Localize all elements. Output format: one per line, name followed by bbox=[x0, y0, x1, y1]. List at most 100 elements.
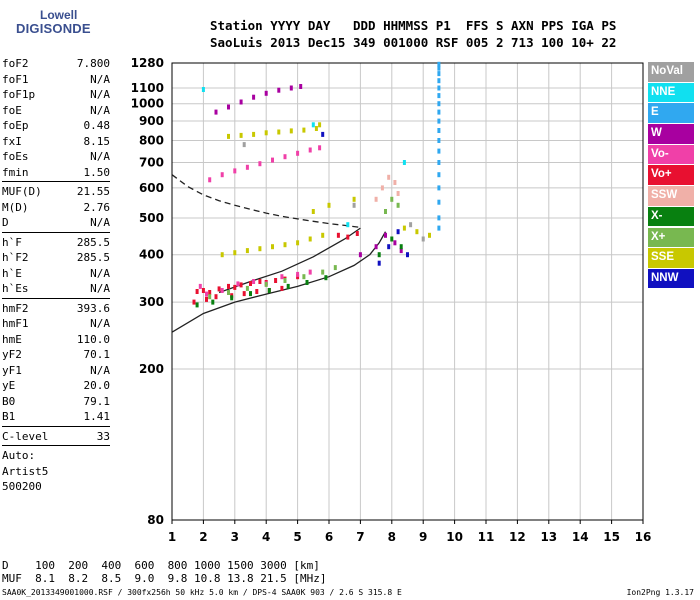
data-point bbox=[252, 94, 256, 100]
data-point bbox=[374, 244, 378, 250]
data-point bbox=[245, 285, 249, 291]
data-point bbox=[283, 242, 287, 248]
param-row: hmF1 N/A bbox=[2, 316, 110, 332]
param-row: yE 20.0 bbox=[2, 378, 110, 394]
param-value: 7.800 bbox=[76, 57, 110, 70]
data-point bbox=[421, 236, 425, 242]
data-point bbox=[205, 291, 208, 297]
data-point bbox=[283, 154, 287, 160]
muf-table: D 100 200 400 600 800 1000 1500 3000 [km… bbox=[2, 559, 327, 585]
y-tick-label: 1280 bbox=[131, 56, 164, 70]
param-row: foF1 N/A bbox=[2, 72, 110, 88]
data-point bbox=[437, 172, 441, 178]
y-tick-label: 600 bbox=[139, 181, 164, 195]
param-value: 285.5 bbox=[76, 251, 110, 264]
y-tick-label: 500 bbox=[139, 211, 164, 225]
data-point bbox=[252, 131, 256, 137]
x-tick-label: 1 bbox=[168, 530, 176, 544]
y-tick-label: 900 bbox=[139, 114, 164, 128]
x-tick-label: 3 bbox=[231, 530, 239, 544]
data-point bbox=[283, 278, 287, 283]
param-row: B1 1.41 bbox=[2, 409, 110, 425]
x-tick-label: 16 bbox=[635, 530, 652, 544]
y-tick-label: 1000 bbox=[131, 97, 164, 111]
data-point bbox=[384, 209, 387, 214]
legend-item-w: W bbox=[648, 124, 694, 144]
data-point bbox=[302, 127, 306, 133]
data-point bbox=[214, 294, 218, 300]
param-label: h`F2 bbox=[2, 251, 29, 264]
data-point bbox=[318, 122, 322, 128]
data-point bbox=[220, 252, 224, 258]
y-tick-label: 800 bbox=[139, 133, 164, 147]
data-point bbox=[396, 229, 400, 235]
data-point bbox=[258, 279, 262, 284]
param-label: yF1 bbox=[2, 363, 22, 377]
data-point bbox=[201, 288, 205, 293]
logo-line2: DIGISONDE bbox=[16, 21, 91, 36]
data-point bbox=[227, 283, 230, 289]
legend-item-sse: SSE bbox=[648, 248, 694, 268]
data-point bbox=[220, 288, 224, 293]
data-point bbox=[311, 122, 315, 128]
data-point bbox=[267, 288, 271, 293]
param-label: D bbox=[2, 216, 9, 229]
param-label: yE bbox=[2, 379, 16, 392]
param-label: h`E bbox=[2, 266, 22, 280]
data-point bbox=[258, 161, 262, 167]
lowell-logo: Lowell DIGISONDE bbox=[8, 8, 158, 44]
muf-frequency-row: MUF 8.1 8.2 8.5 9.0 9.8 10.8 13.8 21.5 [… bbox=[2, 572, 327, 585]
param-row: B0 79.1 bbox=[2, 394, 110, 410]
plot-frame bbox=[171, 62, 644, 521]
data-point bbox=[437, 138, 441, 143]
data-point bbox=[321, 232, 325, 238]
x-tick-label: 5 bbox=[293, 530, 301, 544]
data-point bbox=[327, 202, 331, 208]
param-label: foE bbox=[2, 103, 22, 117]
data-point bbox=[399, 248, 403, 254]
param-label: hmF2 bbox=[2, 301, 29, 315]
param-label: fxI bbox=[2, 134, 22, 148]
data-point bbox=[208, 290, 212, 295]
data-point bbox=[437, 148, 441, 154]
data-point bbox=[227, 133, 230, 139]
param-label: yF2 bbox=[2, 348, 22, 361]
legend-item-nne: NNE bbox=[648, 82, 694, 103]
data-point bbox=[428, 232, 431, 238]
data-point bbox=[384, 232, 387, 238]
data-point bbox=[271, 157, 274, 163]
param-value: 110.0 bbox=[76, 332, 110, 346]
x-tick-label: 10 bbox=[446, 530, 463, 544]
data-point bbox=[271, 244, 274, 250]
param-row: MUF(D) 21.55 bbox=[2, 184, 110, 200]
data-point bbox=[346, 234, 350, 240]
profile-line-profile bbox=[171, 231, 387, 333]
x-tick-label: 15 bbox=[603, 530, 620, 544]
data-point bbox=[437, 185, 441, 191]
data-point bbox=[377, 260, 381, 266]
param-row: C-level 33 bbox=[2, 429, 110, 445]
x-tick-label: 12 bbox=[509, 530, 526, 544]
param-value: N/A bbox=[90, 72, 110, 86]
param-label: B0 bbox=[2, 394, 16, 408]
data-point bbox=[308, 236, 312, 242]
param-label: foEs bbox=[2, 150, 29, 163]
header-line2: SaoLuis 2013 Dec15 349 001000 RSF 005 2 … bbox=[210, 35, 617, 50]
param-label: hmE bbox=[2, 332, 22, 346]
data-point bbox=[195, 289, 199, 294]
data-point bbox=[396, 202, 400, 208]
parameter-panel: foF2 7.800 foF1 N/A foF1p N/A foE N/A foEp 0.48 fx… bbox=[2, 56, 110, 495]
data-point bbox=[192, 299, 196, 305]
param-label: foEp bbox=[2, 119, 29, 132]
data-point bbox=[380, 185, 384, 191]
data-point bbox=[393, 180, 397, 185]
param-row: M(D) 2.76 bbox=[2, 200, 110, 216]
data-point bbox=[198, 283, 202, 289]
param-row: fxI 8.15 bbox=[2, 134, 110, 150]
data-point bbox=[437, 78, 441, 84]
param-value: 21.55 bbox=[76, 185, 110, 198]
param-value: 1.50 bbox=[83, 165, 111, 179]
data-point bbox=[274, 278, 278, 283]
param-value: N/A bbox=[90, 216, 110, 229]
data-point bbox=[299, 84, 303, 89]
